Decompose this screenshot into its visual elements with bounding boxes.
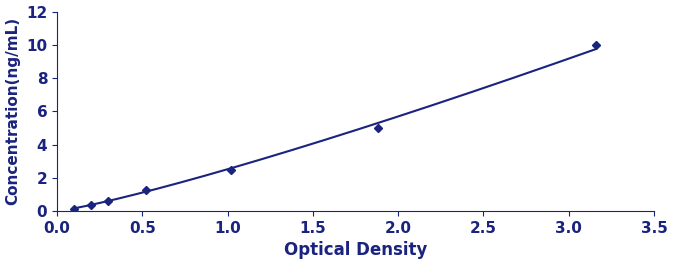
X-axis label: Optical Density: Optical Density <box>284 241 427 259</box>
Y-axis label: Concentration(ng/mL): Concentration(ng/mL) <box>5 17 21 205</box>
